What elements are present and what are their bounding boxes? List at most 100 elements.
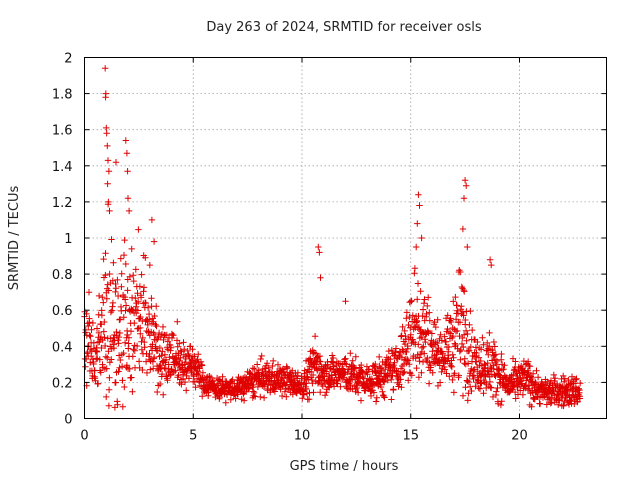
data-point: [344, 368, 351, 376]
data-point: [174, 343, 181, 350]
data-point: [112, 285, 120, 292]
data-point: [421, 296, 428, 303]
data-point: [115, 333, 123, 341]
data-point: [414, 280, 422, 287]
data-point: [454, 307, 461, 314]
data-point: [412, 355, 419, 362]
data-point: [497, 401, 505, 409]
data-point: [109, 299, 117, 307]
data-point: [254, 383, 262, 391]
data-point: [257, 393, 264, 401]
data-point: [117, 356, 124, 364]
data-point: [309, 371, 317, 379]
data-point: [132, 266, 139, 273]
data-point: [118, 270, 125, 277]
data-point: [105, 287, 112, 294]
data-point: [441, 366, 449, 373]
data-point: [124, 331, 131, 339]
data-point: [118, 351, 126, 358]
data-point: [154, 388, 161, 396]
data-point: [197, 358, 205, 365]
data-point: [119, 403, 126, 410]
data-point: [261, 381, 269, 388]
data-point: [103, 365, 110, 372]
data-point: [138, 271, 145, 278]
data-point: [126, 365, 133, 373]
data-point: [423, 310, 430, 318]
data-point: [146, 316, 153, 323]
data-point: [573, 375, 580, 382]
data-point: [148, 295, 155, 302]
data-point: [454, 327, 461, 335]
data-point: [459, 285, 466, 292]
data-point: [543, 401, 550, 408]
data-point: [456, 319, 464, 326]
data-point: [122, 307, 129, 314]
data-point: [460, 195, 468, 202]
data-point: [284, 364, 291, 371]
data-point: [142, 358, 150, 365]
data-point: [489, 347, 496, 354]
data-point: [254, 361, 261, 368]
data-point: [160, 336, 167, 344]
data-point: [390, 386, 397, 393]
data-point: [88, 352, 95, 360]
data-point: [170, 332, 177, 339]
data-point: [144, 304, 152, 311]
data-point: [112, 379, 119, 386]
data-point: [104, 281, 111, 288]
data-point: [330, 354, 337, 362]
data-point: [152, 343, 159, 350]
data-point: [547, 400, 554, 407]
data-point: [500, 366, 507, 373]
data-point: [493, 357, 501, 365]
data-point: [315, 243, 322, 251]
data-point: [125, 334, 133, 341]
data-point: [334, 377, 342, 385]
data-point: [452, 341, 459, 349]
data-point: [303, 380, 310, 387]
x-tick-label: 5: [189, 429, 197, 444]
data-point: [114, 336, 122, 344]
data-point: [115, 340, 122, 347]
data-point: [112, 288, 119, 296]
data-point: [167, 344, 175, 351]
data-point: [232, 395, 239, 402]
data-point: [450, 354, 457, 361]
data-point: [121, 339, 129, 346]
data-point: [141, 344, 148, 351]
data-point: [353, 384, 361, 392]
data-point: [425, 329, 432, 336]
data-point: [373, 394, 380, 401]
data-point: [498, 356, 505, 363]
data-point: [105, 402, 113, 409]
data-point: [424, 354, 431, 362]
data-point: [462, 327, 470, 334]
data-point: [408, 297, 415, 304]
data-point: [413, 243, 420, 251]
data-point: [108, 356, 115, 363]
data-point: [100, 255, 107, 263]
data-point: [465, 378, 473, 386]
data-point: [445, 343, 452, 351]
data-point: [459, 225, 467, 233]
data-point: [85, 322, 92, 330]
data-point: [185, 352, 192, 359]
data-point: [283, 393, 290, 400]
data-point: [434, 382, 442, 390]
data-point: [104, 180, 111, 187]
data-point: [467, 307, 474, 315]
data-point: [475, 376, 482, 384]
data-point: [404, 345, 411, 352]
data-point: [426, 309, 433, 316]
data-point: [133, 342, 141, 350]
data-point: [528, 374, 536, 382]
data-point: [177, 354, 184, 361]
data-point: [403, 315, 410, 322]
data-point: [458, 340, 466, 348]
data-point: [316, 249, 323, 256]
data-point: [166, 341, 174, 349]
data-point: [310, 389, 317, 396]
data-point: [134, 307, 141, 314]
data-point: [104, 142, 111, 150]
